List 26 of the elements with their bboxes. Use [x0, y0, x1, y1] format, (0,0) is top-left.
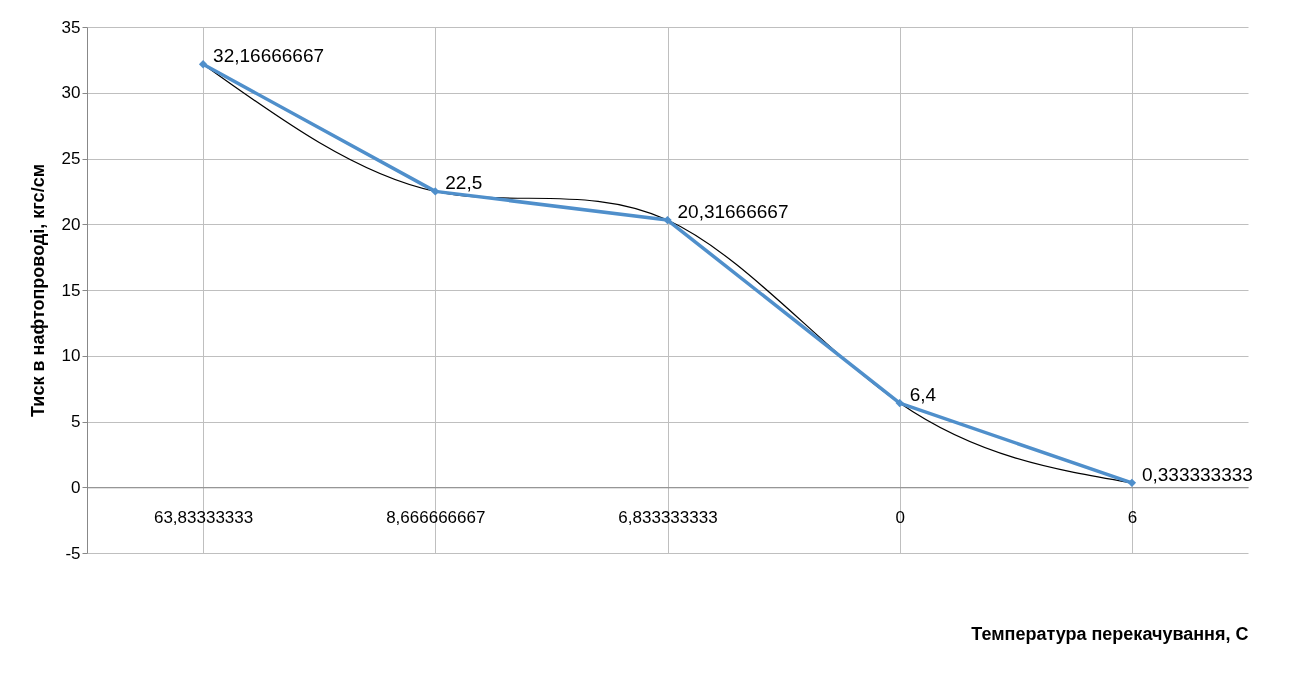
y-tick-label: -5 [65, 543, 81, 563]
x-axis-title: Температура перекачування, С [971, 623, 1249, 644]
point [663, 215, 672, 225]
point [895, 398, 904, 408]
point [198, 60, 208, 69]
point [431, 187, 440, 196]
y-tick-label: 10 [61, 346, 81, 366]
x-tick-label: 6 [1127, 507, 1138, 527]
y-tick-label: 30 [61, 83, 81, 103]
y-tick-label: 35 [61, 17, 81, 37]
y-tick-label: 25 [61, 149, 81, 168]
point [1127, 478, 1137, 488]
data-label: 32,16666667 [213, 45, 325, 67]
data-label: 20,31666667 [677, 201, 789, 223]
y-tick-label: 0 [71, 477, 81, 497]
data-label: 0,333333333 [1141, 463, 1253, 485]
y-axis-title: Тиск в нафтопроводі, кгс/см [27, 164, 48, 417]
data-label: 6,4 [909, 384, 937, 406]
x-tick-label: 63,83333333 [153, 507, 254, 527]
x-tick-label: 0 [895, 507, 905, 527]
x-tick-label: 8,666666667 [386, 507, 486, 527]
y-tick-label: 5 [71, 412, 81, 431]
data-label: 22,5 [445, 172, 483, 194]
y-tick-label: 20 [61, 214, 81, 234]
x-tick-label: 6,833333333 [618, 507, 718, 527]
y-tick-label: 15 [61, 280, 81, 300]
